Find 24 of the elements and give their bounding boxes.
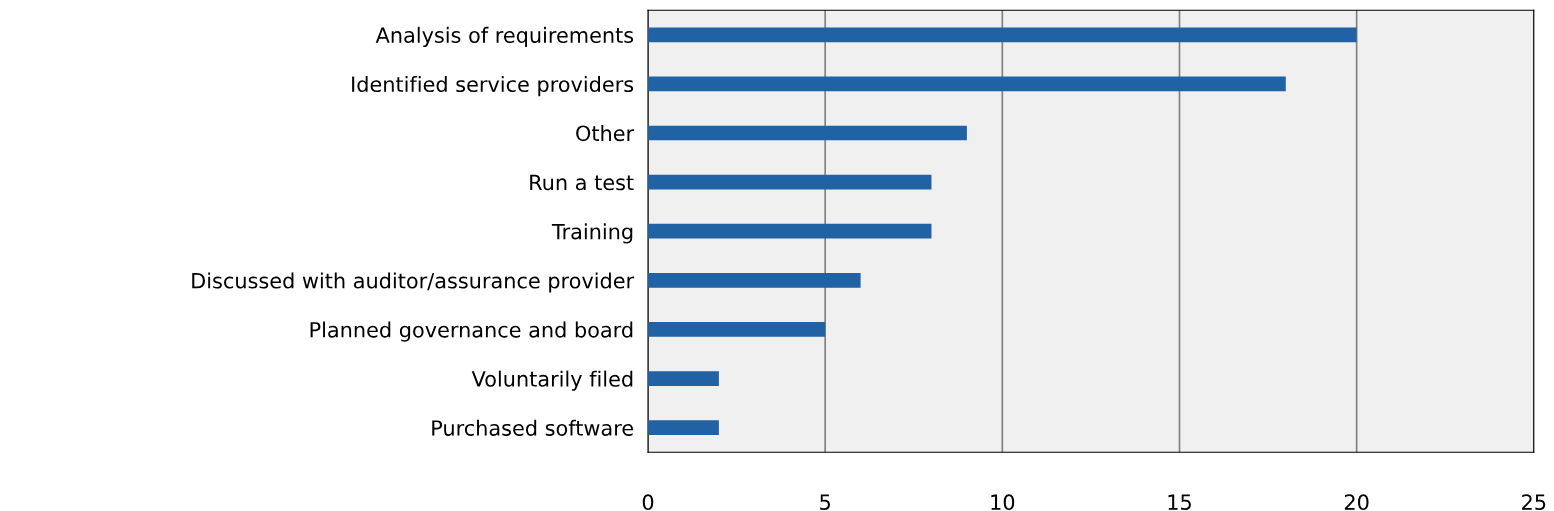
bar [648, 371, 719, 386]
x-tick-label: 25 [1522, 494, 1546, 511]
bar [648, 272, 861, 288]
y-tick-label: Training [551, 223, 633, 244]
bar [648, 420, 719, 436]
bar [648, 125, 967, 141]
bar [648, 322, 826, 337]
y-tick-label: Planned governance and board [310, 321, 633, 342]
y-tick-label: Discussed with auditor/assurance provider [192, 272, 635, 293]
bar [648, 76, 1286, 92]
x-tick-label: 0 [642, 494, 654, 511]
y-tick-label: Purchased software [432, 419, 634, 436]
bar [648, 27, 1357, 43]
y-tick-label: Analysis of requirements [375, 26, 634, 48]
y-tick-label: Voluntarily filed [471, 370, 633, 391]
y-tick-label: Identified service providers [352, 75, 634, 97]
x-tick-label: 5 [820, 494, 830, 511]
x-tick-label: 20 [1344, 494, 1369, 511]
x-tick-label: 10 [991, 494, 1015, 511]
y-tick-label: Other [576, 125, 635, 142]
bar [648, 174, 932, 190]
bar [648, 223, 932, 239]
x-tick-label: 15 [1168, 494, 1191, 511]
y-tick-label: Run a test [530, 174, 634, 191]
